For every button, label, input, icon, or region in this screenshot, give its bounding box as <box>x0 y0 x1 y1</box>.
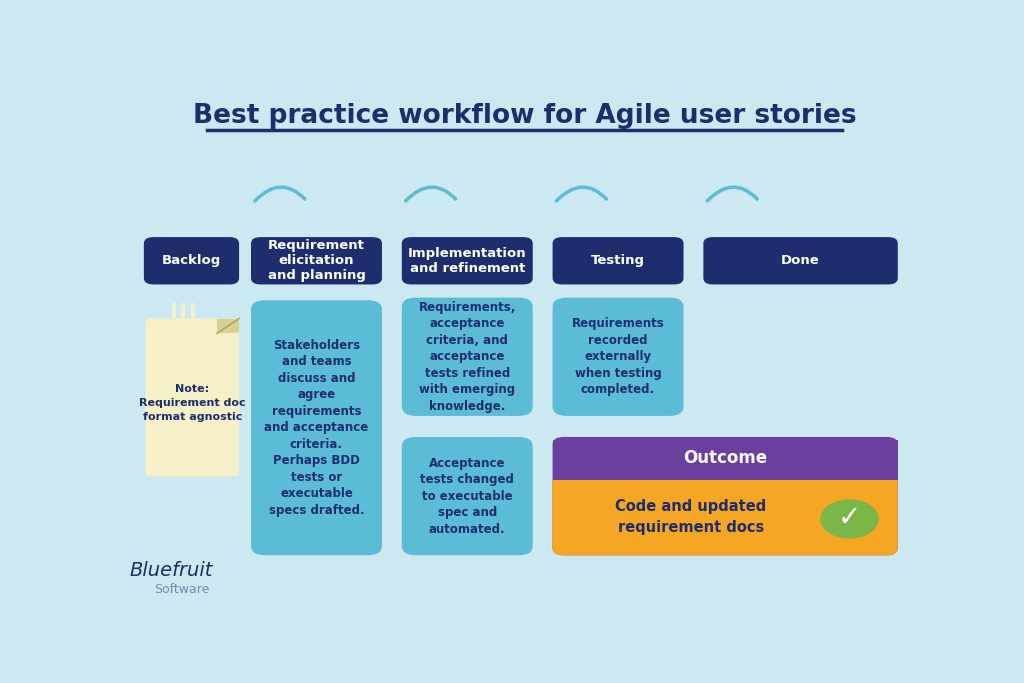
FancyArrowPatch shape <box>708 187 757 201</box>
Text: Done: Done <box>781 254 820 267</box>
FancyBboxPatch shape <box>251 237 382 284</box>
Text: Backlog: Backlog <box>162 254 221 267</box>
Bar <box>553 440 898 479</box>
FancyBboxPatch shape <box>401 237 532 284</box>
FancyBboxPatch shape <box>553 474 898 555</box>
FancyBboxPatch shape <box>401 437 532 555</box>
Text: Software: Software <box>155 583 210 596</box>
Text: Requirements,
acceptance
criteria, and
acceptance
tests refined
with emerging
kn: Requirements, acceptance criteria, and a… <box>419 301 516 413</box>
Text: Code and updated
requirement docs: Code and updated requirement docs <box>615 499 766 535</box>
Bar <box>553 466 898 479</box>
FancyBboxPatch shape <box>703 237 898 284</box>
Text: Requirements
recorded
externally
when testing
completed.: Requirements recorded externally when te… <box>571 317 665 396</box>
FancyBboxPatch shape <box>145 318 239 477</box>
FancyBboxPatch shape <box>553 298 684 416</box>
Text: Best practice workflow for Agile user stories: Best practice workflow for Agile user st… <box>193 103 857 129</box>
FancyBboxPatch shape <box>143 237 239 284</box>
Text: ✓: ✓ <box>838 504 861 532</box>
Bar <box>553 466 898 479</box>
Text: Stakeholders
and teams
discuss and
agree
requirements
and acceptance
criteria.
P: Stakeholders and teams discuss and agree… <box>264 339 369 517</box>
FancyArrowPatch shape <box>406 187 456 201</box>
Text: Requirement
elicitation
and planning: Requirement elicitation and planning <box>267 239 366 282</box>
Text: Outcome: Outcome <box>683 449 767 467</box>
Text: Acceptance
tests changed
to executable
spec and
automated.: Acceptance tests changed to executable s… <box>420 457 514 535</box>
FancyArrowPatch shape <box>255 187 305 201</box>
Text: Bluefruit: Bluefruit <box>130 561 213 579</box>
Circle shape <box>821 500 878 538</box>
FancyBboxPatch shape <box>553 437 898 555</box>
Text: Note:
Requirement doc
format agnostic: Note: Requirement doc format agnostic <box>139 384 246 422</box>
FancyBboxPatch shape <box>401 298 532 416</box>
Text: Implementation
and refinement: Implementation and refinement <box>408 247 526 275</box>
FancyArrowPatch shape <box>556 187 606 201</box>
Text: Testing: Testing <box>591 254 645 267</box>
Polygon shape <box>217 318 239 333</box>
FancyBboxPatch shape <box>251 301 382 555</box>
FancyBboxPatch shape <box>553 237 684 284</box>
